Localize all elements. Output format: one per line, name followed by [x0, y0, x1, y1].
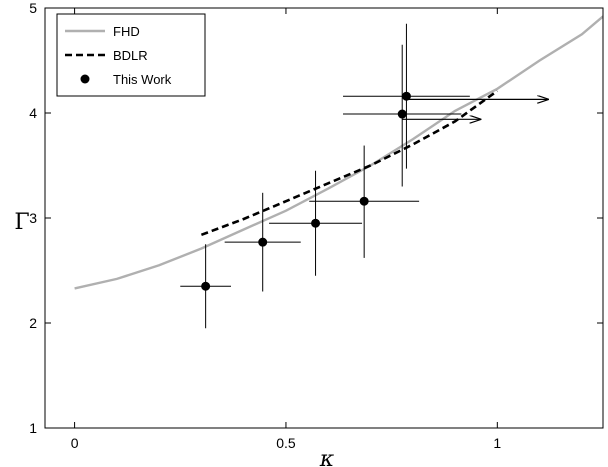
legend-label-fhd: FHD — [113, 24, 140, 39]
point-marker — [397, 109, 407, 119]
point-marker — [359, 196, 369, 206]
point-marker — [201, 281, 211, 291]
data-point-2 — [224, 192, 301, 292]
y-tick-label: 1 — [29, 420, 37, 436]
data-point-6 — [343, 23, 470, 169]
series-line-bdlr — [200, 89, 499, 237]
legend-swatch-this-work — [80, 74, 90, 84]
y-tick-label: 5 — [29, 0, 37, 16]
data-point-4 — [309, 145, 420, 258]
point-marker — [258, 237, 268, 247]
x-axis-label: κ — [319, 447, 335, 467]
legend: FHD BDLR This Work — [56, 13, 206, 97]
legend-label-bdlr: BDLR — [113, 48, 148, 63]
series-line-fhd — [74, 15, 603, 290]
legend-label-this-work: This Work — [113, 72, 172, 87]
y-axis-label: Γ — [14, 210, 29, 235]
x-tick-label: 0 — [71, 435, 79, 451]
x-tick-label: 0.5 — [276, 435, 296, 451]
x-tick-label: 1 — [493, 435, 501, 451]
point-marker — [311, 218, 321, 228]
y-tick-label: 2 — [29, 315, 37, 331]
y-tick-label: 4 — [29, 105, 37, 121]
data-point-5 — [343, 44, 462, 187]
data-point-1 — [180, 244, 231, 329]
data-point-3 — [269, 170, 363, 276]
point-marker — [401, 91, 411, 101]
y-tick-label: 3 — [29, 210, 37, 226]
